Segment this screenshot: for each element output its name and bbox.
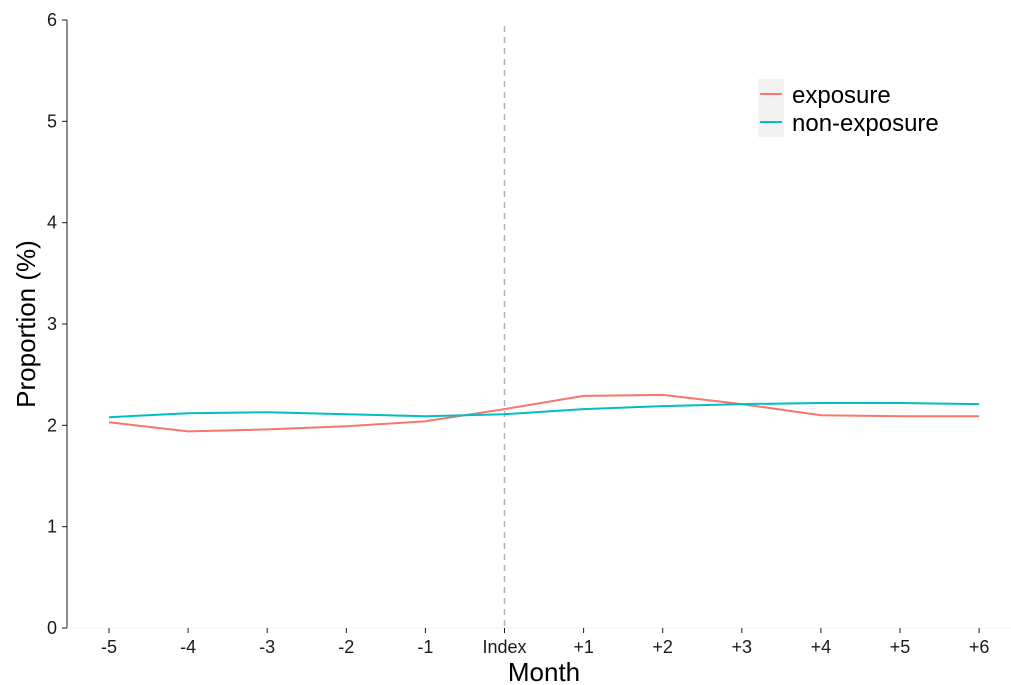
x-tick-label: +5: [890, 637, 911, 657]
y-axis-title: Proportion (%): [11, 240, 41, 408]
x-tick-label: +4: [811, 637, 832, 657]
y-tick-label: 4: [47, 213, 57, 233]
x-tick-label: +2: [652, 637, 673, 657]
series-line-exposure: [108, 393, 980, 433]
x-tick-label: +3: [732, 637, 753, 657]
legend-label-exposure: exposure: [792, 82, 891, 109]
legend: exposure non-exposure: [758, 79, 939, 137]
y-tick-label: 0: [47, 618, 57, 638]
y-tick-label: 1: [47, 517, 57, 537]
x-axis-ticks: -5 -4 -3 -2 -1 Index +1 +2 +3 +4 +5 +6: [101, 628, 989, 657]
x-tick-label: -5: [101, 637, 117, 657]
x-tick-label: -2: [338, 637, 354, 657]
series-line-non-exposure: [108, 402, 980, 419]
x-tick-label: +6: [969, 637, 990, 657]
x-tick-label: Index: [482, 637, 526, 657]
y-tick-label: 6: [47, 10, 57, 30]
x-tick-label: -1: [417, 637, 433, 657]
y-tick-label: 5: [47, 111, 57, 131]
x-tick-label: +1: [573, 637, 594, 657]
x-tick-label: -3: [259, 637, 275, 657]
y-tick-label: 2: [47, 415, 57, 435]
x-axis-title: Month: [508, 657, 580, 685]
legend-label-non-exposure: non-exposure: [792, 110, 939, 137]
x-tick-label: -4: [180, 637, 196, 657]
y-axis-ticks: 0 1 2 3 4 5 6: [47, 10, 67, 638]
y-tick-label: 3: [47, 314, 57, 334]
series-lines: [108, 393, 980, 433]
